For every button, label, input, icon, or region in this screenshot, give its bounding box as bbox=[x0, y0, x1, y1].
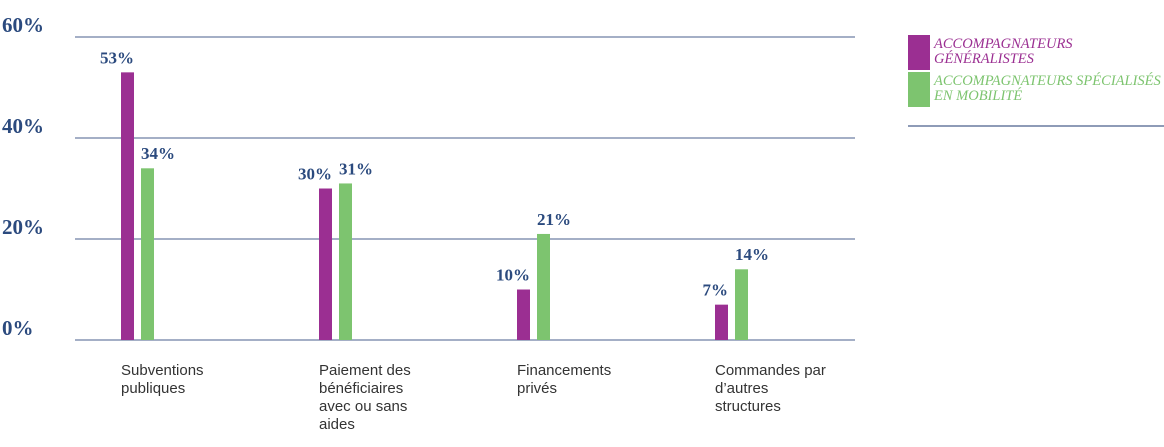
y-tick-label: 40% bbox=[2, 114, 44, 138]
y-tick-label: 60% bbox=[2, 13, 44, 37]
value-label: 31% bbox=[339, 159, 373, 178]
y-tick-label: 20% bbox=[2, 215, 44, 239]
bar bbox=[141, 168, 154, 340]
bar bbox=[517, 289, 530, 340]
bar bbox=[735, 269, 748, 340]
bar bbox=[537, 233, 550, 340]
legend-label: ACCOMPAGNATEURS SPÉCIALISÉS EN MOBILITÉ bbox=[934, 73, 1161, 104]
y-tick-label: 0% bbox=[2, 316, 34, 340]
x-tick-label: Paiement des bénéficiaires avec ou sans … bbox=[319, 362, 411, 433]
value-label: 30% bbox=[298, 164, 332, 183]
value-label: 34% bbox=[141, 144, 175, 163]
bar bbox=[715, 304, 728, 340]
x-tick-label: Subventions publiques bbox=[121, 362, 204, 397]
legend-swatch bbox=[908, 35, 930, 70]
x-tick-label: Financements privés bbox=[517, 362, 612, 397]
value-label: 14% bbox=[735, 245, 769, 264]
value-label: 53% bbox=[100, 48, 134, 67]
bar bbox=[339, 183, 352, 340]
legend-swatch bbox=[908, 72, 930, 107]
value-label: 21% bbox=[537, 210, 571, 229]
legend-label: ACCOMPAGNATEURS GÉNÉRALISTES bbox=[934, 36, 1073, 67]
bar bbox=[319, 188, 332, 340]
x-tick-label: Commandes par d’autres structures bbox=[715, 362, 826, 415]
bar bbox=[121, 72, 134, 340]
value-label: 10% bbox=[496, 265, 530, 284]
value-label: 7% bbox=[703, 281, 729, 300]
